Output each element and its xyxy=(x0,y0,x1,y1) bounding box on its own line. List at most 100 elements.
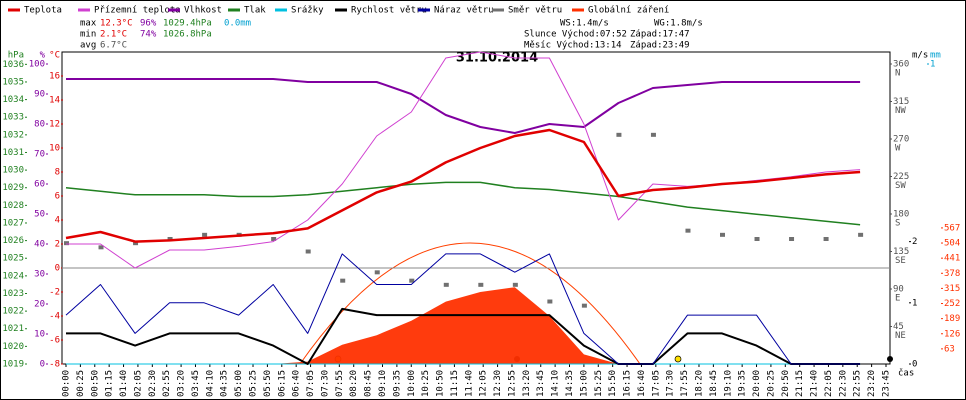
y-tick-label: 1034 xyxy=(2,95,24,105)
info: WG:1.8m/s xyxy=(654,19,703,29)
y-tick-label: 90 xyxy=(34,90,45,100)
y-tick-label: 10 xyxy=(34,330,45,340)
info: Západ:23:49 xyxy=(630,41,690,51)
x-tick-label: 13:45 xyxy=(536,370,546,397)
direction-point xyxy=(340,278,346,283)
stat-label: max xyxy=(80,19,97,29)
x-tick-label: 09:10 xyxy=(378,370,388,397)
y-tick-label: 378 xyxy=(944,269,960,279)
legend-label: Globální záření xyxy=(588,6,669,16)
y-tick-label: 1035 xyxy=(2,77,24,87)
stat: 12.3°C xyxy=(100,19,133,29)
x-axis-label: čas xyxy=(898,368,914,379)
x-tick-label: 12:30 xyxy=(493,370,503,397)
y-tick-label: 1022 xyxy=(2,307,24,317)
axis-title: m/s xyxy=(912,51,928,61)
x-tick-label: 06:15 xyxy=(277,370,287,397)
y-tick-label: -8 xyxy=(49,360,60,370)
series-line xyxy=(66,307,861,365)
x-tick-label: 15:25 xyxy=(594,370,604,397)
y-tick-label: 2 xyxy=(55,240,60,250)
x-tick-label: 01:40 xyxy=(119,370,129,397)
chart-title: 31.10.2014 xyxy=(456,51,538,66)
y-tick-label: 1033 xyxy=(2,113,24,123)
series-line xyxy=(65,181,861,226)
x-tick-label: 14:35 xyxy=(565,370,575,397)
info: Měsíc Východ:13:14 xyxy=(524,41,622,51)
x-tick-label: 21:15 xyxy=(795,370,805,397)
axis-title: % xyxy=(40,51,46,61)
y-tick-label: 1025 xyxy=(2,254,24,264)
y-tick-label: 100 xyxy=(29,60,45,70)
direction-point xyxy=(374,270,380,275)
y-tick-label: 360 xyxy=(893,60,909,70)
y-tick-label: 1 xyxy=(912,298,917,308)
y-tick-label: 60 xyxy=(34,180,45,190)
x-tick-label: 11:15 xyxy=(450,370,460,397)
x-tick-label: 19:10 xyxy=(723,370,733,397)
y-tick-label: 4 xyxy=(55,216,60,226)
y-tick-label: 1036 xyxy=(2,60,24,70)
y-tick-label: 1024 xyxy=(2,271,24,281)
direction-point xyxy=(720,232,725,237)
legend-label: Srážky xyxy=(291,6,324,16)
x-tick-label: 22:05 xyxy=(824,370,834,397)
compass-label: N xyxy=(895,69,900,79)
direction-point xyxy=(167,237,173,241)
x-tick-label: 21:40 xyxy=(810,370,820,397)
series-line xyxy=(66,78,861,134)
y-tick-label: 189 xyxy=(944,314,960,324)
x-tick-label: 16:15 xyxy=(623,370,633,397)
x-tick-label: 04:10 xyxy=(205,370,215,397)
y-tick-label: 14 xyxy=(49,96,60,106)
direction-point xyxy=(64,241,69,246)
compass-label: W xyxy=(895,144,901,154)
y-tick-label: 1032 xyxy=(2,130,24,140)
y-tick-label: 225 xyxy=(893,172,909,182)
direction-point xyxy=(789,237,795,241)
legend-label: Teplota xyxy=(24,6,62,16)
y-tick-label: 90 xyxy=(893,285,904,295)
direction-point xyxy=(858,232,864,237)
x-tick-label: 12:55 xyxy=(507,370,517,397)
x-tick-label: 02:05 xyxy=(133,370,143,397)
direction-point xyxy=(409,278,415,283)
y-tick-label: 30 xyxy=(34,270,45,280)
x-tick-label: 05:50 xyxy=(263,370,273,397)
x-tick-label: 23:45 xyxy=(882,370,892,397)
compass-label: S xyxy=(895,219,900,229)
y-tick-label: 1027 xyxy=(2,218,24,228)
y-tick-label: 8 xyxy=(55,168,60,178)
y-tick-label: 45 xyxy=(893,322,904,332)
sunset-marker xyxy=(674,355,682,363)
x-tick-label: 04:35 xyxy=(220,370,230,397)
stat: 2.1°C xyxy=(100,30,127,40)
legend-label: Náraz větru xyxy=(434,6,494,16)
x-tick-label: 19:35 xyxy=(738,370,748,397)
x-tick-label: 00:25 xyxy=(76,370,86,397)
y-tick-label: 20 xyxy=(34,300,45,310)
axis-title: mm xyxy=(930,51,941,61)
compass-label: E xyxy=(895,294,900,304)
y-tick-label: 1028 xyxy=(2,201,24,211)
x-tick-label: 17:30 xyxy=(666,370,676,397)
y-tick-label: 0 xyxy=(40,360,45,370)
direction-point xyxy=(202,232,208,237)
x-tick-label: 09:35 xyxy=(392,370,402,397)
y-tick-label: 50 xyxy=(34,210,45,220)
x-tick-label: 07:55 xyxy=(335,370,345,397)
y-tick-label: 2 xyxy=(912,237,917,247)
x-tick-label: 03:45 xyxy=(191,370,201,397)
stat: 1026.8hPa xyxy=(163,30,212,40)
legend-label: Tlak xyxy=(244,6,266,16)
y-tick-label: -2 xyxy=(49,288,60,298)
legend-label: Přízemní teplota xyxy=(94,6,181,16)
x-tick-label: 05:25 xyxy=(249,370,259,397)
x-tick-label: 10:00 xyxy=(407,370,417,397)
info: Slunce Východ:07:52 xyxy=(524,30,627,40)
x-tick-label: 15:50 xyxy=(608,370,618,397)
x-tick-label: 02:55 xyxy=(162,370,172,397)
info: Západ:17:47 xyxy=(630,30,690,40)
x-tick-label: 10:50 xyxy=(436,370,446,397)
stat: 96% xyxy=(140,19,157,29)
